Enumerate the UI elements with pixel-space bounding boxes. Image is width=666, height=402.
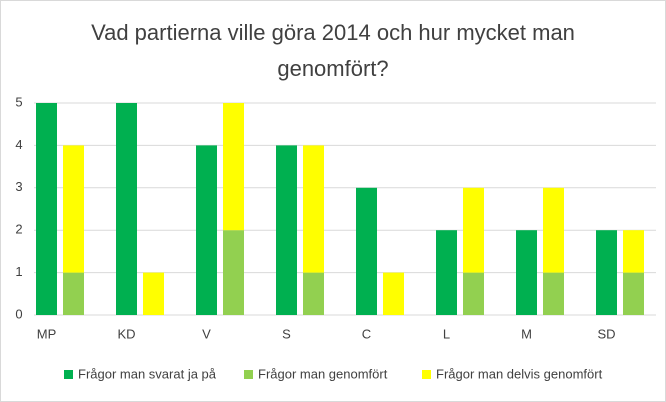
bar [223,103,244,231]
bar [63,145,84,273]
bar [276,145,297,315]
y-tick-label: 4 [15,137,22,152]
x-tick-label: V [202,326,211,341]
x-tick-label: L [443,326,450,341]
bar [36,103,57,315]
bar [463,187,484,273]
bar [623,230,644,273]
legend-swatch [422,370,431,379]
bar [383,272,404,315]
bar [436,230,457,315]
bar [143,272,164,315]
bar [356,187,377,315]
bar [623,272,644,315]
y-tick-label: 3 [15,179,22,194]
y-tick-label: 1 [15,264,22,279]
y-tick-label: 5 [15,94,22,109]
bar [196,145,217,315]
y-tick-label: 2 [15,222,22,237]
bar [116,103,137,315]
legend-label: Frågor man delvis genomfört [436,366,603,381]
x-tick-label: SD [597,326,615,341]
legend-label: Frågor man genomfört [258,366,388,381]
legend-swatch [64,370,73,379]
bar [543,272,564,315]
x-tick-label: M [521,326,532,341]
x-tick-label: S [282,326,291,341]
x-tick-label: KD [117,326,135,341]
bar [223,230,244,315]
legend-label: Frågor man svarat ja på [78,366,217,381]
bar [516,230,537,315]
bar [63,272,84,315]
bar [596,230,617,315]
bar [463,272,484,315]
chart-title: Vad partierna ville göra 2014 och hur my… [91,20,575,81]
bar [543,187,564,273]
x-tick-label: MP [37,326,57,341]
bar [303,272,324,315]
bar [303,145,324,273]
legend-swatch [244,370,253,379]
x-tick-label: C [362,326,371,341]
y-tick-label: 0 [15,306,22,321]
